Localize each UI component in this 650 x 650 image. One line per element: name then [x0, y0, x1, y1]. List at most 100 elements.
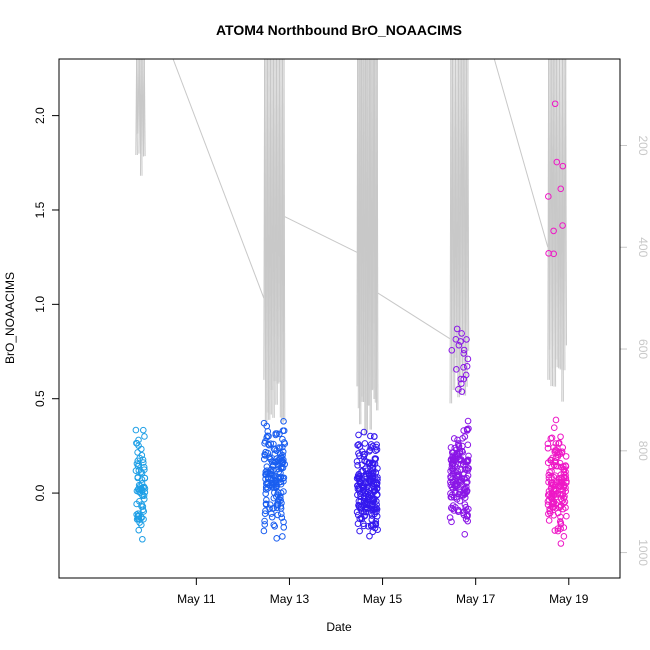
data-point [274, 501, 282, 509]
data-point [361, 500, 369, 507]
data-point [263, 496, 270, 504]
data-point [464, 417, 472, 425]
data-point [274, 461, 282, 469]
data-point [134, 474, 141, 482]
data-point [277, 503, 285, 510]
data-point [562, 453, 570, 460]
trace-transit [284, 216, 358, 253]
data-point [354, 461, 361, 469]
grey-trace [135, 59, 567, 436]
data-point [262, 507, 269, 515]
data-point [263, 422, 271, 430]
data-point [545, 471, 553, 479]
data-point [559, 222, 566, 229]
data-point [140, 463, 148, 471]
y-tick-label: 0.0 [33, 484, 47, 501]
trace-transit [377, 292, 451, 340]
series-2 [260, 418, 289, 542]
data-point [133, 516, 141, 523]
data-point [545, 193, 552, 200]
data-point [455, 385, 462, 393]
data-point [277, 496, 284, 504]
data-point [463, 474, 470, 482]
series-3 [353, 428, 381, 540]
data-point [357, 493, 364, 501]
data-point [356, 527, 363, 535]
data-point [262, 483, 270, 491]
data-point [545, 250, 552, 257]
data-point [367, 496, 374, 504]
data-point [138, 451, 146, 459]
data-point [367, 444, 374, 451]
data-point [545, 517, 553, 524]
data-point [365, 460, 373, 468]
trace-group [135, 59, 567, 436]
data-point [281, 460, 288, 468]
data-point [371, 455, 379, 462]
series-5 [544, 100, 570, 547]
data-point [551, 457, 558, 465]
data-point [555, 439, 563, 447]
data-point [546, 468, 553, 476]
data-point [450, 507, 458, 514]
data-point [279, 533, 286, 540]
data-point [272, 483, 280, 491]
data-point [554, 525, 562, 532]
data-point [266, 501, 274, 509]
data-point [550, 250, 557, 258]
data-point [372, 447, 379, 455]
data-point [463, 363, 471, 370]
data-point [140, 426, 147, 434]
y-tick-label: 1.5 [33, 201, 47, 218]
data-point [365, 523, 372, 530]
data-point [457, 375, 465, 383]
data-point [460, 350, 468, 357]
data-point [460, 364, 467, 371]
data-point [557, 471, 565, 479]
data-point [270, 504, 277, 512]
data-point [464, 355, 472, 363]
data-point [461, 501, 469, 508]
data-point [271, 522, 279, 530]
data-point [274, 511, 281, 519]
data-point [454, 467, 461, 475]
data-point [562, 487, 569, 495]
data-point [277, 478, 285, 486]
data-point [553, 158, 561, 166]
data-point [461, 466, 469, 473]
data-point [260, 527, 268, 535]
trace-profile-down [283, 59, 286, 421]
data-point [135, 512, 142, 519]
data-point [455, 341, 463, 349]
data-point [265, 432, 272, 440]
data-point [362, 478, 369, 486]
data-point [262, 475, 269, 483]
data-point [554, 491, 561, 498]
data-point [464, 441, 472, 449]
data-point [367, 509, 375, 517]
data-point [450, 449, 457, 456]
x-axis-label: Date [326, 620, 352, 634]
data-point [354, 511, 362, 519]
data-point [134, 457, 142, 465]
x-tick-label: May 17 [456, 592, 496, 606]
y-axis-label: BrO_NOAACIMS [3, 272, 17, 364]
data-point [368, 484, 375, 492]
data-point [369, 470, 377, 477]
data-point [260, 455, 268, 463]
data-point [465, 465, 472, 472]
data-point [354, 441, 361, 449]
data-point [462, 503, 470, 511]
chart-title: ATOM4 Northbound BrO_NOAACIMS [216, 22, 462, 38]
data-point [456, 448, 464, 455]
x-tick-label: May 11 [177, 592, 216, 606]
data-point [141, 474, 149, 482]
data-point [366, 532, 373, 540]
data-point [371, 510, 378, 518]
data-point [272, 431, 279, 439]
y-tick-label: 0.5 [33, 390, 47, 407]
data-point [453, 325, 461, 333]
data-point [355, 502, 362, 509]
